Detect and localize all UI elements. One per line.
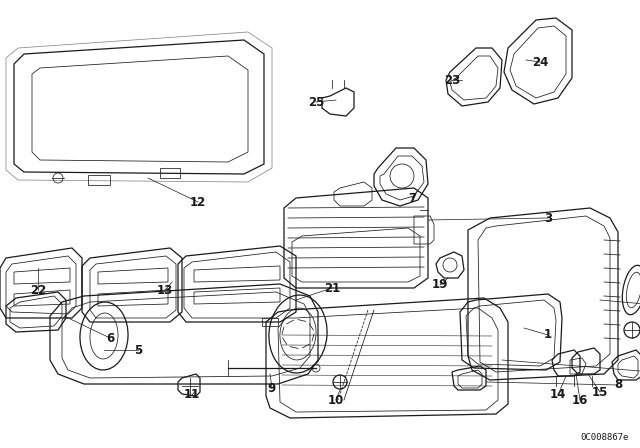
Text: 1: 1 <box>544 328 552 341</box>
Text: 7: 7 <box>408 191 416 204</box>
Text: 22: 22 <box>30 284 46 297</box>
Text: 14: 14 <box>550 388 566 401</box>
Text: 23: 23 <box>444 73 460 86</box>
Text: 13: 13 <box>157 284 173 297</box>
Text: 3: 3 <box>544 211 552 224</box>
Text: 11: 11 <box>184 388 200 401</box>
Text: 20: 20 <box>638 323 640 336</box>
Text: 9: 9 <box>268 382 276 395</box>
Text: 21: 21 <box>324 281 340 294</box>
Text: 25: 25 <box>308 95 324 108</box>
Text: 24: 24 <box>532 56 548 69</box>
Text: 8: 8 <box>614 379 622 392</box>
Text: 0C008867e: 0C008867e <box>580 434 628 443</box>
Text: 15: 15 <box>592 385 608 399</box>
Text: 5: 5 <box>134 344 142 357</box>
Text: 16: 16 <box>572 393 588 406</box>
Text: 6: 6 <box>106 332 114 345</box>
Text: 12: 12 <box>190 195 206 208</box>
Text: 19: 19 <box>432 279 448 292</box>
Text: 10: 10 <box>328 393 344 406</box>
